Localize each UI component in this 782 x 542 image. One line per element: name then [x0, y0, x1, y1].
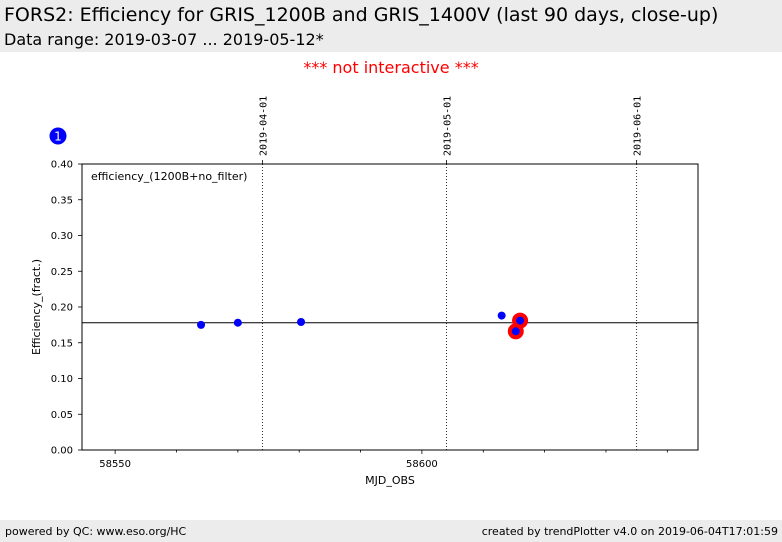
y-tick-label: 0.25 — [51, 267, 73, 278]
x-tick-label: 58600 — [406, 459, 438, 470]
y-tick-label: 0.35 — [51, 195, 73, 206]
data-point — [511, 327, 520, 336]
date-label: 2019-04-01 — [258, 96, 269, 156]
y-axis-label: Efficiency_(fract.) — [30, 259, 43, 355]
data-point — [297, 318, 306, 327]
x-ticks-layer: 58550 58600 — [99, 450, 668, 470]
page-title: FORS2: Efficiency for GRIS_1200B and GRI… — [4, 4, 719, 26]
data-point — [197, 320, 206, 329]
series-annotation: efficiency_(1200B+no_filter) — [91, 170, 247, 183]
y-tick-label: 0.00 — [51, 446, 73, 457]
footer-bar: powered by QC: www.eso.org/HC created by… — [0, 520, 782, 542]
powered-by-text: powered by QC: www.eso.org/HC — [5, 525, 187, 538]
data-point — [516, 316, 525, 325]
y-ticks-layer: 0.00 0.05 0.10 0.15 0.20 0.25 0.30 0.35 0.40 — [51, 160, 82, 457]
badge-number: 1 — [54, 130, 62, 144]
plot-frame — [81, 163, 699, 451]
y-tick-label: 0.10 — [51, 374, 73, 385]
created-by-text: created by trendPlotter v4.0 on 2019-06-… — [481, 525, 778, 538]
x-tick-label: 58550 — [99, 459, 131, 470]
header-bar: FORS2: Efficiency for GRIS_1200B and GRI… — [0, 0, 782, 52]
y-tick-label: 0.15 — [51, 338, 73, 349]
not-interactive-notice: *** not interactive *** — [303, 58, 479, 77]
y-tick-label: 0.20 — [51, 303, 73, 314]
points-layer — [197, 311, 529, 340]
y-tick-label: 0.40 — [51, 160, 73, 171]
x-axis-label: MJD_OBS — [365, 474, 415, 487]
date-lines-layer: 2019-04-01 2019-05-01 2019-06-01 — [258, 96, 644, 450]
data-range-subtitle: Data range: 2019-03-07 ... 2019-05-12* — [4, 30, 324, 49]
date-label: 2019-06-01 — [633, 96, 644, 156]
data-point — [497, 311, 506, 320]
y-tick-label: 0.05 — [51, 410, 73, 421]
data-point — [233, 318, 242, 327]
badge-circle — [49, 127, 67, 145]
badge: 1 — [49, 127, 67, 145]
y-tick-label: 0.30 — [51, 231, 73, 242]
date-label: 2019-05-01 — [442, 96, 453, 156]
